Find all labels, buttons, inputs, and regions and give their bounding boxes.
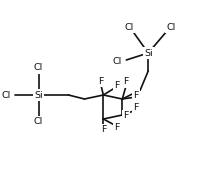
Text: F: F — [101, 125, 106, 135]
Text: Cl: Cl — [125, 23, 134, 32]
Text: Si: Si — [34, 90, 43, 100]
Text: F: F — [124, 78, 129, 86]
Text: F: F — [124, 111, 129, 121]
Text: Cl: Cl — [34, 117, 43, 127]
Text: Cl: Cl — [113, 58, 122, 66]
Text: F: F — [114, 124, 119, 132]
Text: Si: Si — [144, 48, 152, 58]
Text: F: F — [114, 80, 119, 89]
Text: F: F — [134, 103, 139, 113]
Text: Cl: Cl — [34, 64, 43, 72]
Text: F: F — [134, 90, 139, 100]
Text: Cl: Cl — [1, 90, 10, 100]
Text: Cl: Cl — [167, 23, 176, 32]
Text: F: F — [98, 76, 103, 86]
